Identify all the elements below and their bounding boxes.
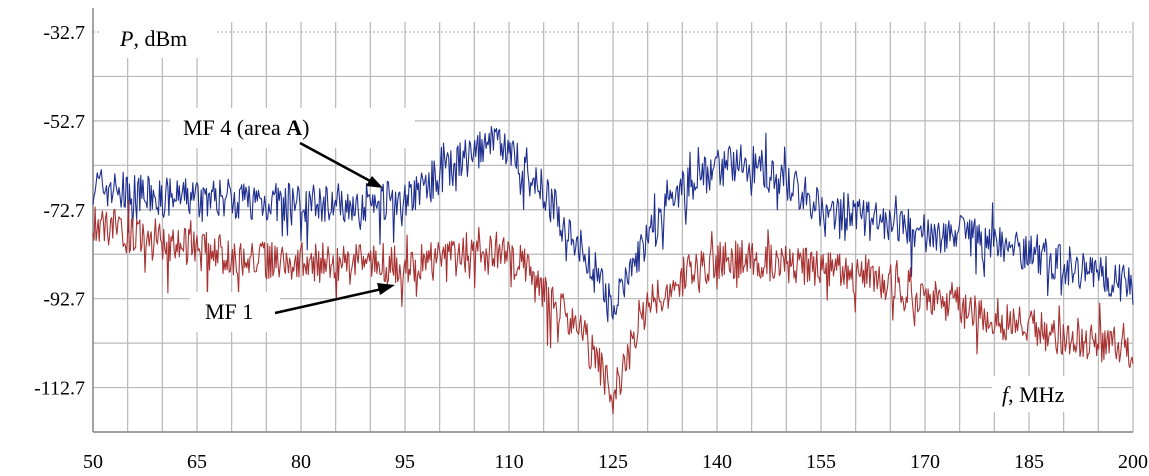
ylabel-box [100, 18, 215, 58]
y-tick-label: -32.7 [43, 22, 85, 44]
y-tick-label: -52.7 [43, 111, 85, 133]
annotation-mf4-label: MF 4 (area A) [183, 115, 309, 140]
annotation-mf4-arrow [299, 141, 373, 184]
x-tick-label: 125 [598, 451, 628, 473]
x-tick-label: 140 [702, 451, 732, 473]
y-tick-label: -72.7 [43, 200, 85, 222]
annotation-mf1-arrowhead [377, 283, 395, 295]
annotation-mf4-box [170, 108, 415, 148]
series-group [92, 125, 1134, 415]
x-tick-label: 170 [910, 451, 940, 473]
annotation-mf4-arrowhead [366, 176, 383, 188]
annotation-mf1-box [190, 292, 280, 332]
x-axis-label: f, MHz [1002, 382, 1065, 407]
y-tick-label: -112.7 [34, 378, 85, 400]
annotation-mf1-arrow [274, 287, 383, 315]
x-tick-label: 65 [187, 451, 207, 473]
x-tick-label: 80 [291, 451, 311, 473]
x-tick-label: 50 [83, 451, 103, 473]
series-line-mf1 [92, 200, 1134, 415]
xlabel-box [992, 376, 1097, 412]
x-tick-label: 95 [395, 451, 415, 473]
x-tick-label: 110 [494, 451, 523, 473]
x-tick-label: 155 [806, 451, 836, 473]
x-tick-label: 185 [1014, 451, 1044, 473]
x-tick-label: 200 [1118, 451, 1148, 473]
series-line-mf4 [92, 125, 1134, 323]
tick-labels: -32.7 -52.7 -72.7 -92.7 -112.7 50 65 80 95 110 125… [34, 22, 1148, 473]
y-tick-label: -92.7 [43, 289, 85, 311]
annotation-mf1-label: MF 1 [205, 299, 253, 324]
y-axis-label: P, dBm [119, 26, 187, 51]
